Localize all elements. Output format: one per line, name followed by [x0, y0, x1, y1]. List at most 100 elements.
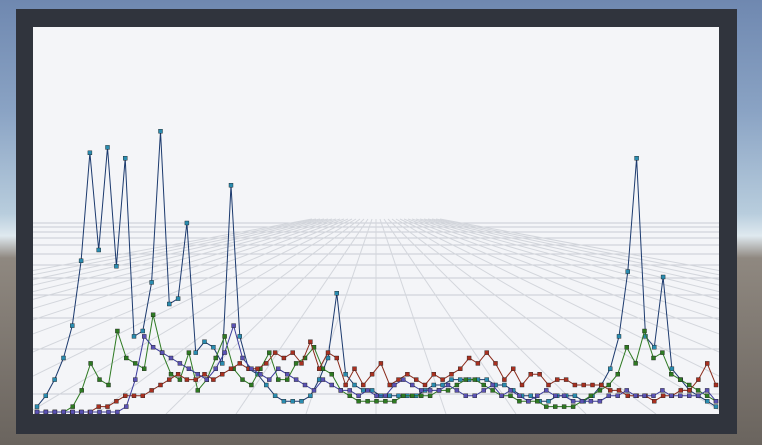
data-point-s2-13 [150, 312, 156, 317]
data-point-s3-52 [493, 361, 498, 366]
data-point-s1-1 [43, 393, 49, 398]
data-point-s4-56 [535, 393, 540, 398]
data-point-s4-38 [374, 393, 379, 398]
data-point-s4-7 [97, 409, 102, 414]
data-point-s4-64 [606, 393, 611, 398]
data-point-s2-42 [410, 393, 415, 398]
data-point-s1-8 [105, 145, 110, 150]
data-point-s4-39 [383, 393, 388, 398]
grid-line-depth [33, 218, 325, 286]
data-point-s1-29 [290, 399, 295, 404]
data-point-s3-40 [387, 382, 392, 388]
data-point-s1-56 [528, 393, 533, 398]
data-point-s1-22 [228, 182, 234, 188]
data-point-s4-50 [481, 388, 486, 393]
grid-line-depth [435, 218, 719, 276]
data-point-s3-20 [211, 377, 216, 382]
data-point-s4-48 [463, 393, 468, 398]
data-point-s3-38 [369, 372, 375, 377]
data-point-s4-12 [141, 334, 147, 339]
data-point-s2-8 [106, 382, 111, 388]
data-point-s4-35 [347, 388, 352, 393]
data-point-s2-20 [213, 355, 218, 361]
data-point-s3-18 [193, 377, 198, 382]
data-point-s4-55 [526, 399, 531, 404]
data-point-s2-41 [401, 393, 406, 398]
data-point-s1-66 [616, 334, 622, 339]
data-point-s4-10 [124, 404, 129, 409]
data-point-s1-20 [211, 345, 216, 350]
data-point-s3-65 [608, 388, 613, 393]
data-point-s3-21 [219, 372, 225, 377]
grid-line-depth [33, 218, 321, 281]
data-point-s4-60 [570, 399, 576, 404]
data-point-s4-17 [186, 366, 192, 371]
data-point-s2-27 [275, 377, 281, 382]
data-point-s3-64 [599, 382, 604, 388]
grid-line-depth [423, 218, 719, 293]
data-point-s3-59 [555, 377, 560, 382]
data-point-s4-26 [267, 377, 272, 382]
data-point-s4-32 [320, 377, 326, 382]
data-point-s3-23 [237, 361, 243, 366]
data-point-s2-70 [660, 350, 665, 355]
data-point-s3-63 [590, 382, 595, 388]
data-point-s4-3 [61, 409, 66, 414]
data-point-s1-31 [308, 393, 313, 398]
data-point-s3-43 [414, 377, 419, 382]
data-point-s2-53 [508, 393, 513, 398]
data-point-s4-11 [133, 377, 138, 382]
data-point-s1-30 [299, 399, 304, 404]
data-point-s1-35 [343, 372, 348, 377]
data-point-s4-74 [695, 393, 701, 398]
data-point-s1-48 [458, 377, 463, 382]
data-point-s3-49 [466, 355, 472, 361]
data-point-s3-76 [705, 361, 710, 366]
data-point-s3-7 [96, 404, 101, 409]
data-point-s3-27 [272, 350, 278, 355]
data-point-s3-47 [449, 372, 454, 377]
data-point-s3-62 [581, 382, 586, 388]
data-point-s2-62 [588, 393, 594, 398]
data-point-s3-60 [563, 377, 569, 382]
data-point-s4-21 [222, 350, 227, 355]
data-point-s1-27 [272, 393, 278, 398]
data-point-s4-68 [642, 393, 647, 398]
data-point-s4-42 [410, 382, 415, 388]
data-point-s1-53 [502, 382, 507, 388]
data-point-s1-70 [652, 345, 657, 350]
data-point-s4-51 [490, 382, 495, 388]
data-point-s3-37 [361, 382, 366, 388]
data-point-s3-77 [713, 382, 719, 388]
data-point-s4-45 [436, 388, 442, 393]
data-point-s4-41 [401, 377, 406, 382]
data-point-s1-5 [78, 258, 84, 264]
data-point-s4-15 [168, 355, 174, 361]
data-point-s1-32 [317, 377, 322, 382]
data-point-s2-65 [615, 372, 620, 377]
data-point-s3-19 [202, 372, 207, 377]
data-point-s3-39 [378, 361, 384, 366]
data-point-s2-29 [293, 361, 299, 366]
data-point-s4-59 [561, 393, 567, 398]
data-point-s2-38 [374, 399, 379, 404]
data-point-s1-19 [202, 339, 207, 344]
data-point-s4-47 [454, 388, 460, 393]
data-point-s2-66 [624, 345, 629, 350]
grid-line-depth [407, 218, 719, 335]
data-point-s4-72 [678, 393, 683, 398]
data-point-s1-61 [572, 393, 578, 398]
data-point-s4-5 [79, 409, 84, 414]
data-point-s2-67 [633, 361, 638, 366]
data-point-s2-73 [687, 382, 692, 388]
data-point-s3-57 [537, 372, 542, 377]
data-point-s2-47 [454, 382, 460, 388]
grid-line-depth [95, 218, 361, 414]
data-point-s3-50 [475, 361, 481, 366]
data-point-s4-30 [302, 382, 308, 388]
data-point-s4-71 [669, 393, 674, 398]
data-point-s4-69 [651, 393, 656, 398]
data-point-s4-44 [427, 388, 433, 393]
data-point-s4-22 [231, 323, 236, 328]
data-point-s1-38 [369, 388, 375, 393]
